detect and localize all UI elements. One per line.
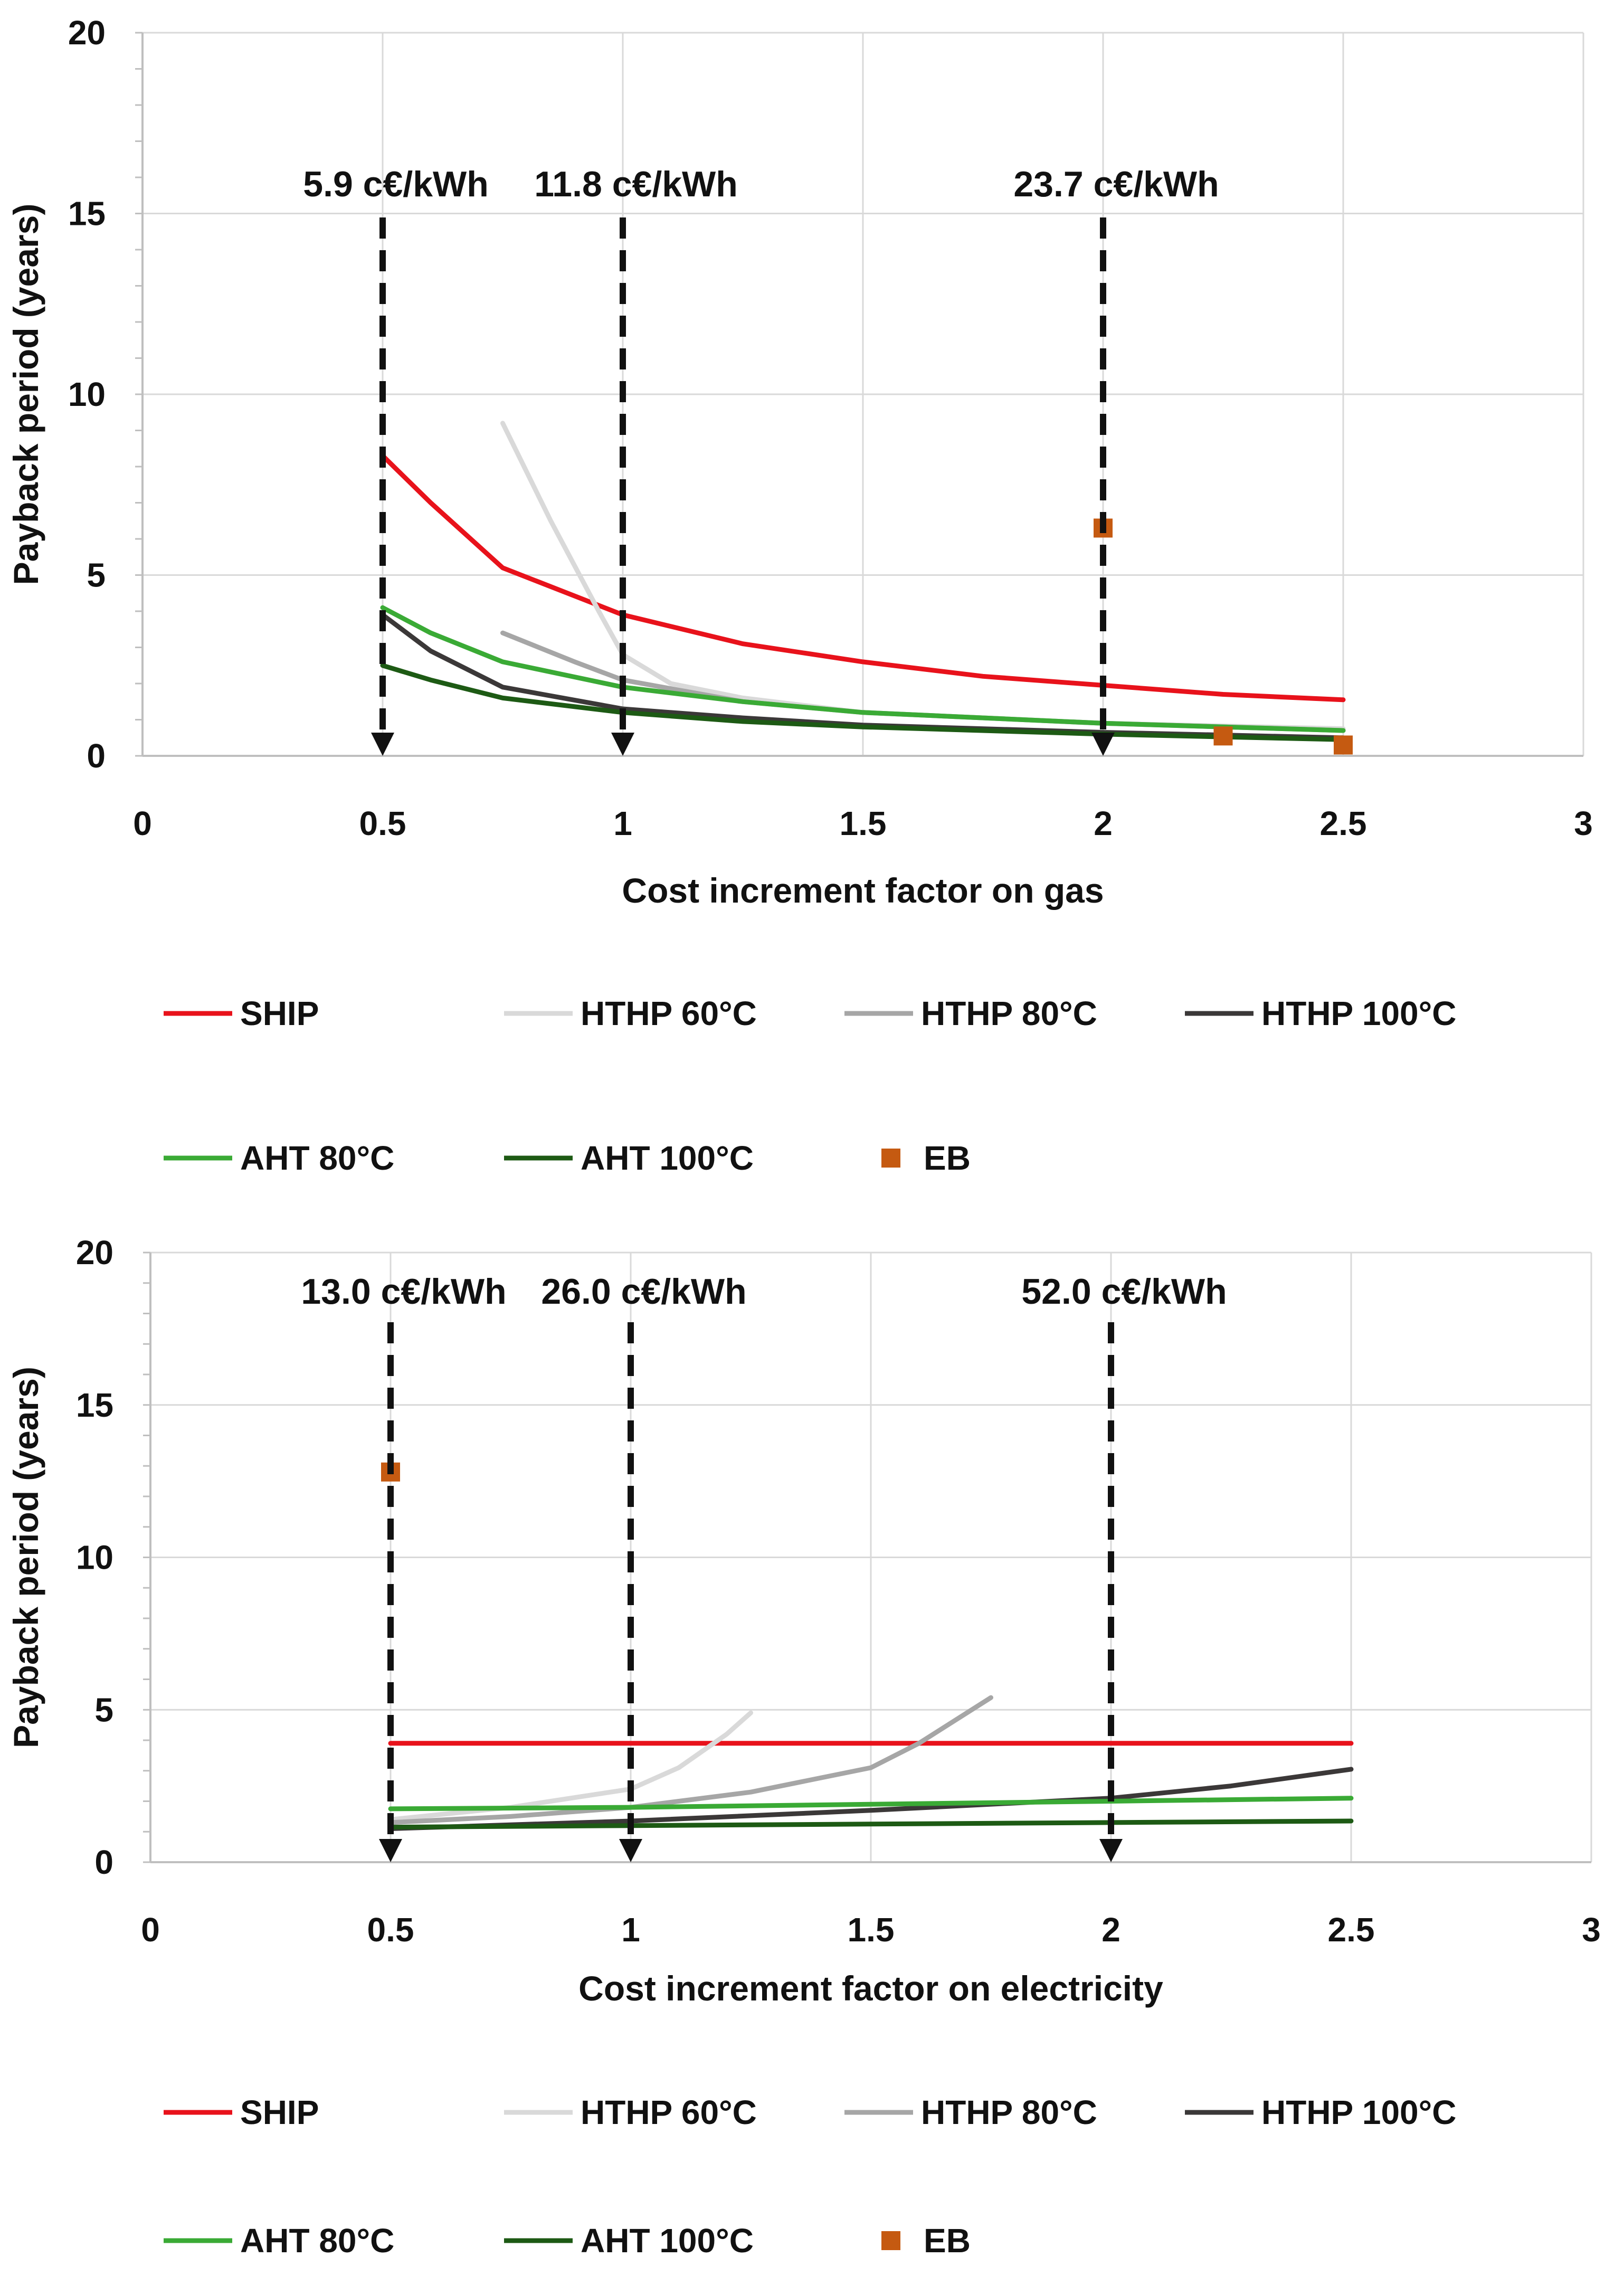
annotation-label: 11.8 c€/kWh	[534, 164, 738, 204]
x-tick-label: 1	[621, 1911, 640, 1949]
annotation-label: 52.0 c€/kWh	[1021, 1272, 1227, 1312]
y-tick-label: 5	[87, 556, 106, 594]
legend-item-hthp-80c: HTHP 80°C	[844, 2093, 1097, 2131]
legend-item-aht-80c: AHT 80°C	[164, 2222, 394, 2260]
y-tick-label: 10	[68, 375, 106, 413]
series-line-aht-80c	[380, 605, 1346, 733]
arrow-head	[611, 733, 634, 756]
legend-item-eb: EB	[881, 1139, 971, 1177]
chart-1: 0 0.5 1 1.5 2 2.5 3 0 5 10 15 20 Cost increment fact…	[6, 14, 1593, 1177]
arrow-head	[379, 1839, 402, 1862]
x-tick-label: 3	[1574, 804, 1593, 842]
series-line-hthp-60c	[388, 1710, 753, 1822]
legend-label: AHT 100°C	[581, 1139, 754, 1177]
arrow-head	[371, 733, 394, 756]
x-tick-label: 0.5	[367, 1911, 414, 1949]
legend-item-eb: EB	[881, 2222, 971, 2260]
series-line-hthp-80c	[388, 1695, 993, 1825]
x-tick-label: 2.5	[1320, 804, 1367, 842]
legend-item-aht-100c: AHT 100°C	[504, 1139, 754, 1177]
series-line-aht-100c	[380, 663, 1346, 742]
arrow-head	[619, 1839, 642, 1862]
legend-label: SHIP	[240, 2093, 319, 2131]
x-tick-label: 1	[613, 804, 632, 842]
legend-label: AHT 80°C	[240, 1139, 394, 1177]
series-line-aht-80c	[388, 1796, 1354, 1812]
legend-label: HTHP 60°C	[581, 994, 757, 1032]
x-tick-label: 0	[133, 804, 152, 842]
legend-item-hthp-60c: HTHP 60°C	[504, 994, 757, 1032]
arrow-head	[1091, 733, 1115, 756]
legend-swatch-square	[881, 2231, 900, 2250]
legend-item-hthp-100c: HTHP 100°C	[1185, 2093, 1456, 2131]
legend-item-hthp-60c: HTHP 60°C	[504, 2093, 757, 2131]
y-tick-label: 20	[76, 1234, 113, 1272]
eb-marker	[1213, 726, 1233, 746]
legend-item-ship: SHIP	[164, 994, 319, 1032]
y-tick-label: 15	[68, 195, 106, 233]
x-tick-label: 2.5	[1328, 1911, 1375, 1949]
chart-2: 0 0.5 1 1.5 2 2.5 3 0 5 10 15 20 Cost increment fact…	[6, 1234, 1601, 2260]
legend-label: HTHP 80°C	[921, 994, 1097, 1032]
x-tick-label: 0	[141, 1911, 160, 1949]
arrow-head	[1099, 1839, 1123, 1862]
legend-item-aht-80c: AHT 80°C	[164, 1139, 394, 1177]
y-tick-label: 5	[94, 1691, 113, 1729]
annotation-label: 13.0 c€/kWh	[301, 1272, 506, 1312]
legend-swatch-square	[881, 1149, 900, 1168]
legend-item-hthp-100c: HTHP 100°C	[1185, 994, 1456, 1032]
y-tick-label: 20	[68, 14, 106, 52]
y-axis-title: Payback period (years)	[6, 1367, 45, 1748]
legend-label: AHT 80°C	[240, 2222, 394, 2260]
x-tick-label: 1.5	[840, 804, 887, 842]
y-tick-label: 0	[87, 737, 106, 775]
x-axis-title: Cost increment factor on gas	[622, 871, 1104, 910]
y-tick-label: 15	[76, 1386, 113, 1424]
annotation-label: 23.7 c€/kWh	[1013, 164, 1219, 204]
x-tick-label: 2	[1094, 804, 1113, 842]
legend-label: SHIP	[240, 994, 319, 1032]
legend-label: HTHP 80°C	[921, 2093, 1097, 2131]
legend-label: HTHP 60°C	[581, 2093, 757, 2131]
legend-item-hthp-80c: HTHP 80°C	[844, 994, 1097, 1032]
legend-label: AHT 100°C	[581, 2222, 754, 2260]
y-axis-title: Payback period (years)	[6, 204, 45, 585]
x-tick-label: 3	[1582, 1911, 1601, 1949]
legend-label: HTHP 100°C	[1261, 2093, 1456, 2131]
legend-item-aht-100c: AHT 100°C	[504, 2222, 754, 2260]
y-tick-label: 10	[76, 1539, 113, 1577]
annotation-label: 26.0 c€/kWh	[541, 1272, 746, 1312]
x-axis-title: Cost increment factor on electricity	[578, 1969, 1163, 2008]
legend-item-ship: SHIP	[164, 2093, 319, 2131]
legend-label: EB	[924, 1139, 971, 1177]
legend-label: EB	[924, 2222, 971, 2260]
legend-label: HTHP 100°C	[1261, 994, 1456, 1032]
series-line-aht-100c	[388, 1818, 1354, 1830]
series-line-ship	[380, 453, 1346, 703]
x-tick-label: 0.5	[359, 804, 406, 842]
eb-marker	[1334, 735, 1353, 755]
x-tick-label: 1.5	[848, 1911, 895, 1949]
annotation-label: 5.9 c€/kWh	[303, 164, 489, 204]
y-tick-label: 0	[94, 1843, 113, 1881]
x-tick-label: 2	[1101, 1911, 1120, 1949]
